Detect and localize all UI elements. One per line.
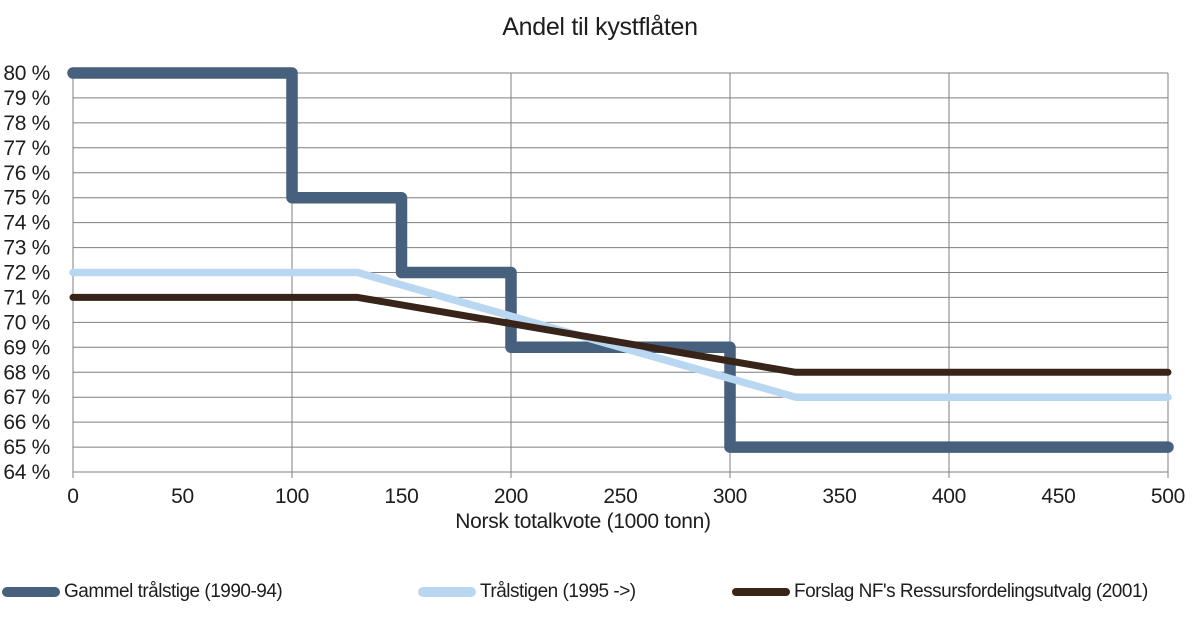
x-tick-label: 500: [1151, 485, 1185, 508]
y-tick-label: 64 %: [3, 461, 50, 484]
legend-label-forslag-nf: Forslag NF's Ressursfordelingsutvalg (20…: [794, 581, 1148, 602]
y-tick-label: 74 %: [3, 212, 50, 235]
y-tick-label: 76 %: [3, 162, 50, 185]
series-line-1: [69, 268, 1172, 401]
legend-label-tralstigen: Trålstigen (1995 ->): [480, 581, 636, 602]
legend-item-forslag-nf: Forslag NF's Ressursfordelingsutvalg (20…: [732, 577, 1148, 607]
x-tick-label: 150: [384, 485, 418, 508]
y-tick-label: 65 %: [3, 436, 50, 459]
legend-item-tralstigen: Trålstigen (1995 ->): [418, 577, 636, 607]
legend-item-gammel-tralstige: Gammel trålstige (1990-94): [2, 577, 283, 607]
y-tick-label: 78 %: [3, 112, 50, 135]
x-tick-label: 400: [932, 485, 966, 508]
y-tick-label: 70 %: [3, 311, 50, 334]
legend: Gammel trålstige (1990-94) Trålstigen (1…: [0, 577, 1200, 607]
y-tick-label: 68 %: [3, 361, 50, 384]
y-tick-label: 77 %: [3, 137, 50, 160]
y-tick-label: 66 %: [3, 411, 50, 434]
y-tick-label: 71 %: [3, 286, 50, 309]
x-tick-label: 250: [603, 485, 637, 508]
series-line-2: [69, 293, 1172, 376]
x-tick-label: 100: [275, 485, 309, 508]
legend-label-gammel-tralstige: Gammel trålstige (1990-94): [64, 581, 283, 602]
x-tick-label: 300: [713, 485, 747, 508]
y-tick-label: 69 %: [3, 336, 50, 359]
y-tick-label: 79 %: [3, 87, 50, 110]
legend-swatch-forslag-nf: [732, 588, 790, 596]
y-tick-label: 72 %: [3, 262, 50, 285]
x-tick-label: 350: [822, 485, 856, 508]
x-axis-title: Norsk totalkvote (1000 tonn): [455, 510, 711, 533]
y-tick-label: 80 %: [3, 62, 50, 85]
x-tick-label: 450: [1041, 485, 1075, 508]
y-tick-label: 75 %: [3, 187, 50, 210]
y-tick-label: 73 %: [3, 237, 50, 260]
x-tick-label: 50: [171, 485, 194, 508]
chart-title: Andel til kystflåten: [502, 13, 698, 41]
x-tick-label: 0: [67, 485, 78, 508]
x-tick-label: 200: [494, 485, 528, 508]
series-line-0: [67, 67, 1174, 453]
y-tick-label: 67 %: [3, 386, 50, 409]
legend-swatch-gammel-tralstige: [2, 587, 60, 597]
legend-swatch-tralstigen: [418, 587, 476, 597]
